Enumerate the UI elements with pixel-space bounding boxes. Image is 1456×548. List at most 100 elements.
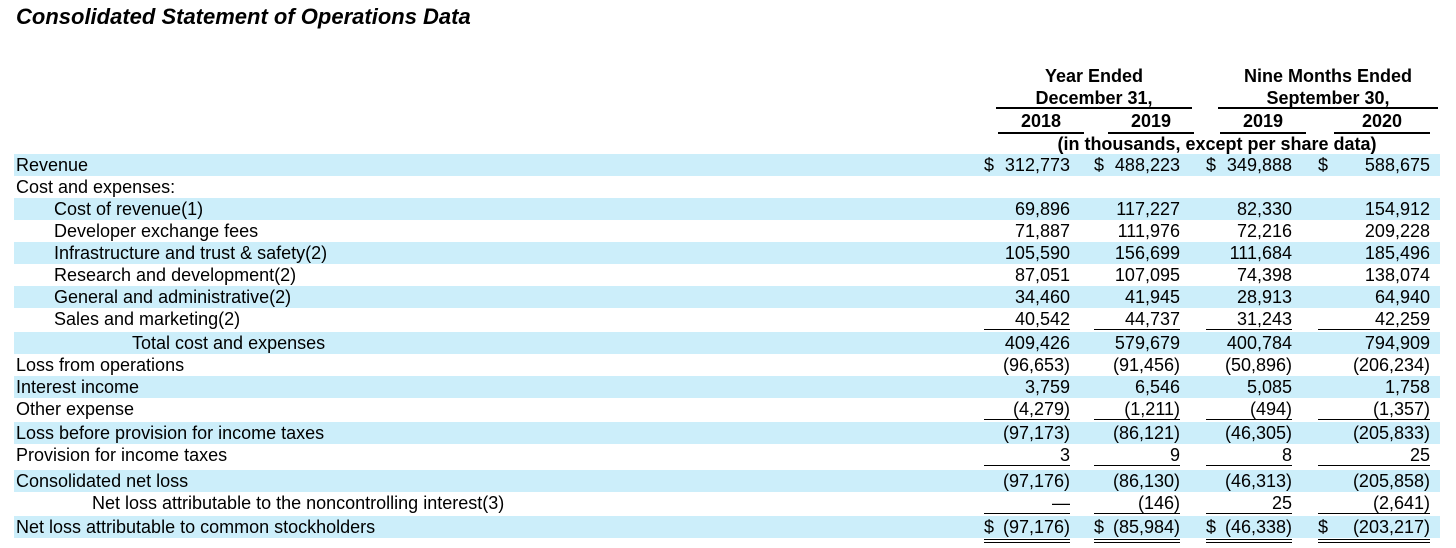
cell-value: (46,313) <box>1224 471 1292 491</box>
cell-value: (50,896) <box>1224 355 1292 375</box>
value-cell <box>1094 176 1180 198</box>
table-row: Total cost and expenses 409,426 579,679 400… <box>14 332 1440 354</box>
cell-value: 71,887 <box>1014 221 1070 241</box>
cell-value: 111,976 <box>1117 221 1180 241</box>
value-cell: 40,542 <box>984 308 1070 330</box>
table-row: Research and development(2) 87,051 107,095… <box>14 264 1440 286</box>
cell-value: 41,945 <box>1124 287 1180 307</box>
row-label: Infrastructure and trust & safety(2) <box>54 243 328 263</box>
cell-value: 105,590 <box>1004 243 1070 263</box>
value-cell: 69,896 <box>984 198 1070 220</box>
year-rule-2 <box>1108 132 1194 134</box>
value-cell: 794,909 <box>1318 332 1430 354</box>
total-rule <box>1318 513 1430 514</box>
cell-value: 31,243 <box>1236 309 1292 329</box>
value-cell: (494) <box>1206 398 1292 420</box>
total-rule <box>1206 329 1292 330</box>
value-cell: 71,887 <box>984 220 1070 242</box>
value-cell: 28,913 <box>1206 286 1292 308</box>
cell-value: 794,909 <box>1364 333 1430 353</box>
table-row: Consolidated net loss (97,176) (86,130) (46… <box>14 470 1440 492</box>
header-year-ended-line1: Year Ended <box>1044 66 1144 86</box>
year-rule-4 <box>1334 132 1430 134</box>
cell-value: (46,305) <box>1224 423 1292 443</box>
value-cell: (206,234) <box>1318 354 1430 376</box>
value-cell: (86,121) <box>1094 422 1180 444</box>
cell-value: (85,984) <box>1112 517 1180 537</box>
header-year-col-1: 2018 <box>1020 111 1062 131</box>
cell-value: 1,758 <box>1384 377 1430 397</box>
header-year-ended-rule <box>996 107 1192 109</box>
value-cell: $312,773 <box>984 154 1070 176</box>
value-cell: (46,305) <box>1206 422 1292 444</box>
value-cell: (86,130) <box>1094 470 1180 492</box>
value-cell: 400,784 <box>1206 332 1292 354</box>
total-rule <box>984 465 1070 466</box>
cell-value: 82,330 <box>1236 199 1292 219</box>
header-nine-months-line1: Nine Months Ended <box>1244 66 1412 86</box>
value-cell: (1,357) <box>1318 398 1430 420</box>
cell-value: (91,456) <box>1112 355 1180 375</box>
cell-value: 111,684 <box>1229 243 1292 263</box>
total-rule <box>1094 329 1180 330</box>
row-label: Cost of revenue(1) <box>54 199 204 219</box>
value-cell: 105,590 <box>984 242 1070 264</box>
total-rule <box>984 513 1070 514</box>
double-rule <box>984 539 1070 543</box>
row-label: Research and development(2) <box>54 265 297 285</box>
cell-value: 349,888 <box>1226 155 1292 175</box>
cell-value: 3,759 <box>1024 377 1070 397</box>
value-cell: $ (97,176) <box>984 516 1070 543</box>
cell-value: 579,679 <box>1114 333 1180 353</box>
cell-value: (96,653) <box>1002 355 1070 375</box>
header-nine-months-rule <box>1218 107 1438 109</box>
cell-value: 185,496 <box>1364 243 1430 263</box>
dollar-sign: $ <box>1094 155 1105 175</box>
dollar-sign: $ <box>984 155 995 175</box>
value-cell: 41,945 <box>1094 286 1180 308</box>
value-cell: 8 <box>1206 444 1292 466</box>
value-cell: 44,737 <box>1094 308 1180 330</box>
cell-value: (97,176) <box>1002 471 1070 491</box>
value-cell: (1,211) <box>1094 398 1180 420</box>
value-cell: 409,426 <box>984 332 1070 354</box>
cell-value: (206,234) <box>1352 355 1430 375</box>
cell-value: 3 <box>1059 445 1070 465</box>
value-cell: 1,758 <box>1318 376 1430 398</box>
cell-value: 209,228 <box>1364 221 1430 241</box>
header-year-col-4: 2020 <box>1361 111 1403 131</box>
value-cell: 111,684 <box>1206 242 1292 264</box>
dollar-sign: $ <box>1206 155 1217 175</box>
cell-value: 25 <box>1409 445 1430 465</box>
table-row: Loss from operations (96,653) (91,456) (50,… <box>14 354 1440 376</box>
value-cell: 156,699 <box>1094 242 1180 264</box>
table-row: Revenue $312,773 $488,223 $349,888 $588,675 <box>14 154 1440 176</box>
total-rule <box>1094 465 1180 466</box>
cell-value: 5,085 <box>1246 377 1292 397</box>
value-cell <box>984 176 1070 198</box>
total-rule <box>1206 465 1292 466</box>
row-label: Cost and expenses: <box>16 177 176 197</box>
row-label: Loss before provision for income taxes <box>16 423 325 443</box>
cell-value: (2,641) <box>1372 493 1430 513</box>
row-label: Revenue <box>16 155 89 175</box>
cell-value: 107,095 <box>1114 265 1180 285</box>
value-cell: $588,675 <box>1318 154 1430 176</box>
cell-value: (1,211) <box>1124 399 1180 419</box>
total-rule <box>1094 419 1180 420</box>
value-cell: 107,095 <box>1094 264 1180 286</box>
table-row: Sales and marketing(2) 40,542 44,737 31,243… <box>14 308 1440 330</box>
value-cell: (97,176) <box>984 470 1070 492</box>
row-label: Other expense <box>16 399 135 419</box>
cell-value: 25 <box>1271 493 1292 513</box>
table-row: Developer exchange fees 71,887 111,976 72,2… <box>14 220 1440 242</box>
cell-value: 42,259 <box>1374 309 1430 329</box>
cell-value: 9 <box>1169 445 1180 465</box>
year-rule-1 <box>998 132 1084 134</box>
value-cell: 3,759 <box>984 376 1070 398</box>
value-cell: 117,227 <box>1094 198 1180 220</box>
header-nine-months-line2: September 30, <box>1266 88 1390 108</box>
cell-value: 409,426 <box>1004 333 1070 353</box>
value-cell: (97,173) <box>984 422 1070 444</box>
value-cell: (205,858) <box>1318 470 1430 492</box>
